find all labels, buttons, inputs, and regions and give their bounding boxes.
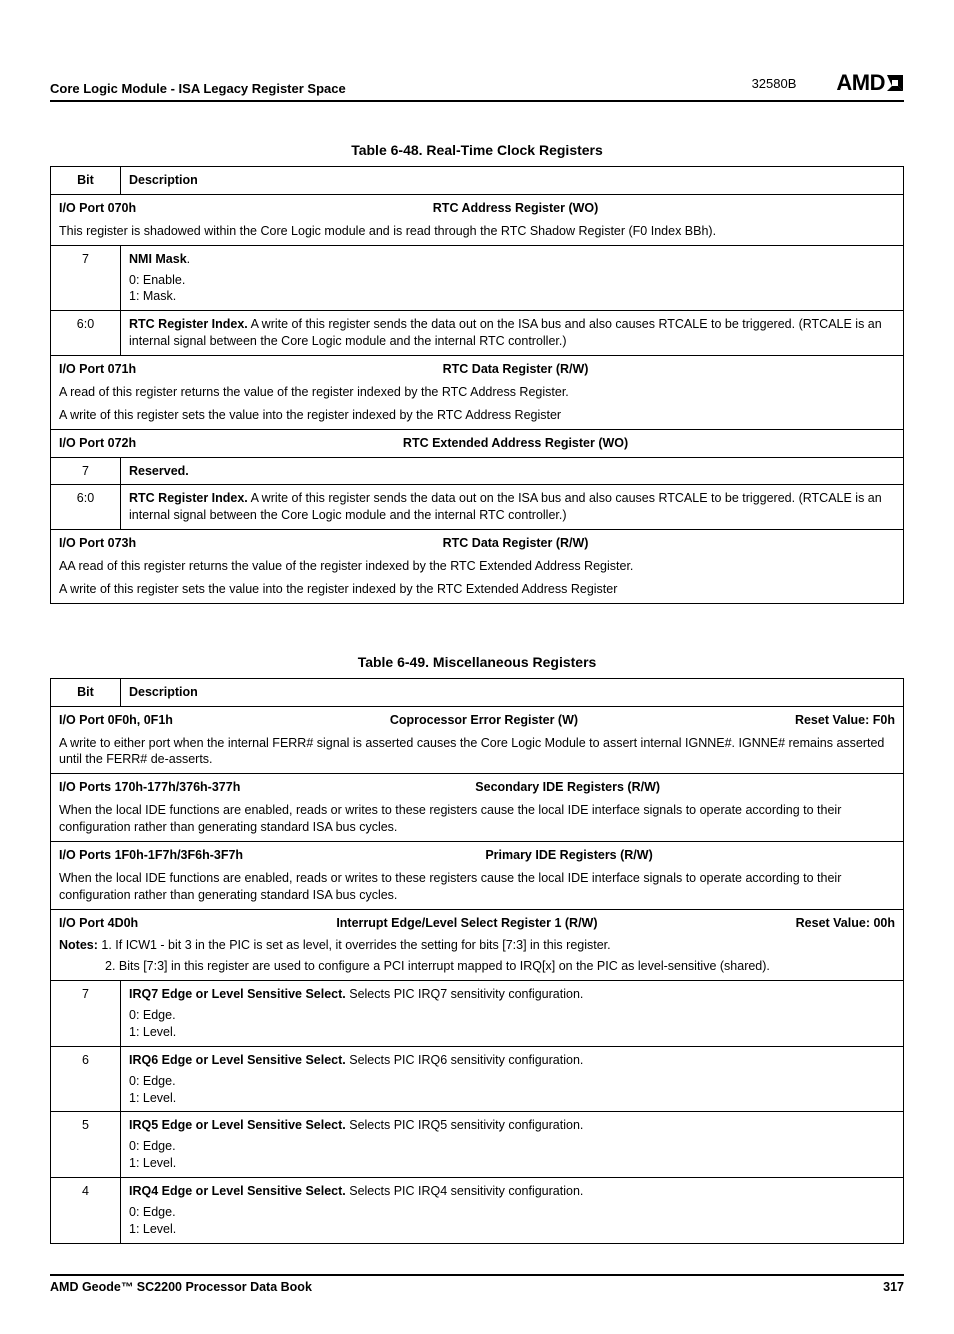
- section-notes: Notes: 1. If ICW1 - bit 3 in the PIC is …: [59, 937, 895, 954]
- section-row: I/O Port 070hRTC Address Register (WO) Th…: [51, 194, 904, 245]
- bit-cell: 7: [51, 981, 121, 1047]
- value-option: 1: Level.: [129, 1024, 895, 1041]
- page-header: Core Logic Module - ISA Legacy Register …: [50, 70, 904, 102]
- value-option: 1: Level.: [129, 1221, 895, 1238]
- bit-cell: 7: [51, 245, 121, 311]
- col-bit: Bit: [51, 167, 121, 195]
- section-notes-item: 2. Bits [7:3] in this register are used …: [59, 958, 895, 975]
- section-note: When the local IDE functions are enabled…: [59, 870, 895, 904]
- section-row: I/O Port 072hRTC Extended Address Regist…: [51, 429, 904, 457]
- col-desc: Description: [121, 167, 904, 195]
- value-option: 0: Edge.: [129, 1204, 895, 1221]
- doc-number: 32580B: [752, 76, 797, 91]
- section-title: Interrupt Edge/Level Select Register 1 (…: [138, 915, 795, 932]
- section-title: RTC Address Register (WO): [136, 200, 895, 217]
- desc-cell: IRQ6 Edge or Level Sensitive Select. Sel…: [121, 1046, 904, 1112]
- section-note: When the local IDE functions are enabled…: [59, 802, 895, 836]
- footer-left: AMD Geode™ SC2200 Processor Data Book: [50, 1280, 312, 1294]
- value-option: 0: Edge.: [129, 1073, 895, 1090]
- table2: BitDescriptionI/O Port 0F0h, 0F1hCoproce…: [50, 678, 904, 1244]
- value-option: 1: Level.: [129, 1155, 895, 1172]
- section-title: RTC Extended Address Register (WO): [136, 435, 895, 452]
- reset-value: Reset Value: 00h: [796, 915, 895, 932]
- section-note: A write to either port when the internal…: [59, 735, 895, 769]
- section-title: RTC Data Register (R/W): [136, 361, 895, 378]
- page: Core Logic Module - ISA Legacy Register …: [0, 0, 954, 1334]
- desc-cell: IRQ4 Edge or Level Sensitive Select. Sel…: [121, 1178, 904, 1244]
- section-title: Coprocessor Error Register (W): [173, 712, 795, 729]
- bit-cell: 4: [51, 1178, 121, 1244]
- table1-caption: Table 6-48. Real-Time Clock Registers: [50, 142, 904, 158]
- header-left: Core Logic Module - ISA Legacy Register …: [50, 81, 346, 96]
- section-row: I/O Port 071hRTC Data Register (R/W) A re…: [51, 356, 904, 430]
- bit-cell: 7: [51, 457, 121, 485]
- page-footer: AMD Geode™ SC2200 Processor Data Book 31…: [50, 1274, 904, 1294]
- reset-value: Reset Value: F0h: [795, 712, 895, 729]
- section-note: AA read of this register returns the val…: [59, 558, 895, 575]
- value-option: 1: Mask.: [129, 288, 895, 305]
- port-label: I/O Port 4D0h: [59, 915, 138, 932]
- header-right: 32580B AMD: [752, 70, 904, 96]
- section-row: I/O Ports 1F0h-1F7h/3F6h-3F7hPrimary IDE…: [51, 841, 904, 909]
- value-option: 0: Edge.: [129, 1007, 895, 1024]
- value-option: 1: Level.: [129, 1090, 895, 1107]
- section-row: I/O Ports 170h-177h/376h-377hSecondary I…: [51, 774, 904, 842]
- section-title: Primary IDE Registers (R/W): [243, 847, 895, 864]
- section-note: This register is shadowed within the Cor…: [59, 223, 895, 240]
- section-title: RTC Data Register (R/W): [136, 535, 895, 552]
- section-title: Secondary IDE Registers (R/W): [240, 779, 895, 796]
- amd-logo: AMD: [836, 70, 904, 96]
- col-bit: Bit: [51, 678, 121, 706]
- port-label: I/O Ports 170h-177h/376h-377h: [59, 779, 240, 796]
- port-label: I/O Port 070h: [59, 200, 136, 217]
- section-note2: A write of this register sets the value …: [59, 407, 895, 424]
- section-note: A read of this register returns the valu…: [59, 384, 895, 401]
- port-label: I/O Port 071h: [59, 361, 136, 378]
- bit-cell: 6:0: [51, 485, 121, 530]
- footer-right: 317: [883, 1280, 904, 1294]
- value-option: 0: Enable.: [129, 272, 895, 289]
- port-label: I/O Port 0F0h, 0F1h: [59, 712, 173, 729]
- desc-cell: IRQ7 Edge or Level Sensitive Select. Sel…: [121, 981, 904, 1047]
- bit-cell: 6:0: [51, 311, 121, 356]
- port-label: I/O Ports 1F0h-1F7h/3F6h-3F7h: [59, 847, 243, 864]
- desc-cell: RTC Register Index. A write of this regi…: [121, 311, 904, 356]
- section-row: I/O Port 073hRTC Data Register (R/W) AA r…: [51, 530, 904, 604]
- section-row: I/O Port 4D0hInterrupt Edge/Level Select…: [51, 909, 904, 981]
- desc-cell: NMI Mask.0: Enable.1: Mask.: [121, 245, 904, 311]
- value-option: 0: Edge.: [129, 1138, 895, 1155]
- section-row: I/O Port 0F0h, 0F1hCoprocessor Error Reg…: [51, 706, 904, 774]
- port-label: I/O Port 072h: [59, 435, 136, 452]
- table2-caption: Table 6-49. Miscellaneous Registers: [50, 654, 904, 670]
- bit-cell: 6: [51, 1046, 121, 1112]
- port-label: I/O Port 073h: [59, 535, 136, 552]
- bit-cell: 5: [51, 1112, 121, 1178]
- desc-cell: IRQ5 Edge or Level Sensitive Select. Sel…: [121, 1112, 904, 1178]
- table1: BitDescriptionI/O Port 070hRTC Address R…: [50, 166, 904, 604]
- section-note2: A write of this register sets the value …: [59, 581, 895, 598]
- desc-cell: Reserved.: [121, 457, 904, 485]
- col-desc: Description: [121, 678, 904, 706]
- desc-cell: RTC Register Index. A write of this regi…: [121, 485, 904, 530]
